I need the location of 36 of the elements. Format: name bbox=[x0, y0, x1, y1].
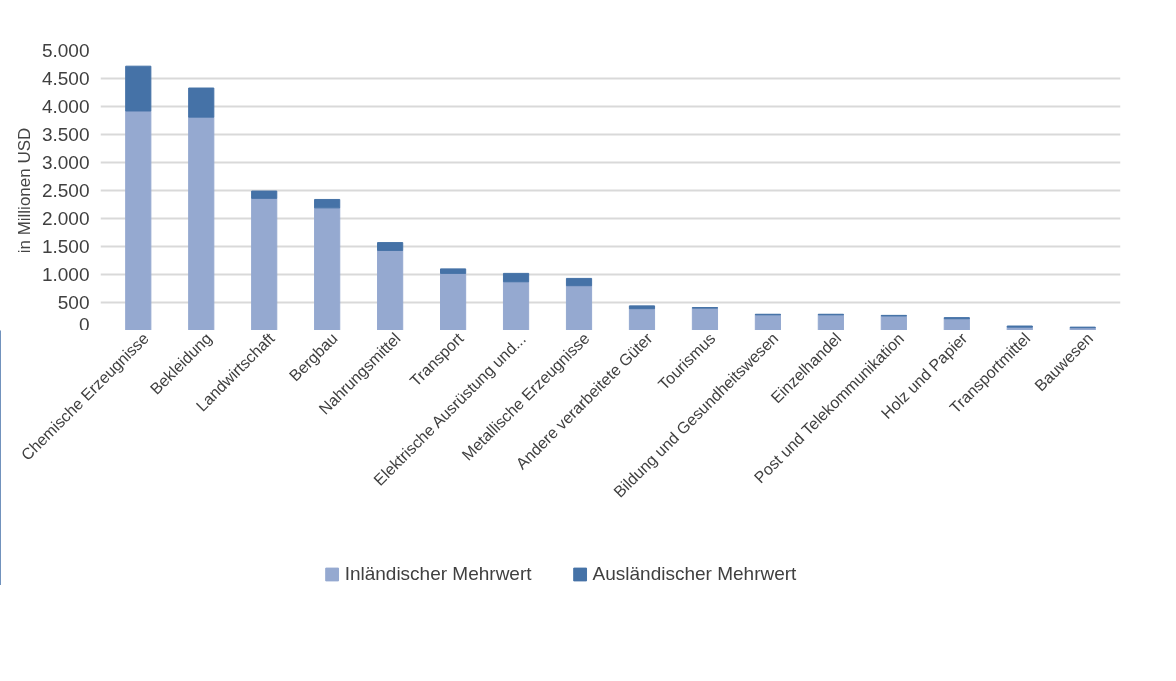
y-tick-label: 0 bbox=[78, 313, 90, 335]
y-tick-label: 2.000 bbox=[41, 208, 90, 229]
bar bbox=[125, 110, 152, 330]
bar bbox=[943, 318, 970, 330]
y-tick-label: 3.500 bbox=[41, 124, 90, 145]
bar bbox=[754, 314, 781, 330]
bar bbox=[251, 190, 278, 199]
y-axis-title: in Millionen USD bbox=[14, 127, 34, 254]
bar bbox=[565, 285, 593, 330]
bar bbox=[502, 272, 530, 283]
y-tick-label: 1.000 bbox=[41, 264, 90, 285]
y-tick-label: 5.000 bbox=[41, 40, 90, 61]
bar bbox=[691, 307, 719, 330]
bar bbox=[440, 272, 467, 330]
bar bbox=[125, 65, 152, 112]
bar bbox=[817, 314, 844, 330]
y-tick-label: 1.500 bbox=[41, 236, 90, 257]
bar bbox=[502, 281, 530, 330]
bar bbox=[628, 308, 656, 330]
bar bbox=[628, 305, 656, 310]
y-tick-label: 4.000 bbox=[41, 96, 90, 117]
bar bbox=[314, 207, 341, 330]
y-tick-label: 3.000 bbox=[41, 152, 90, 173]
y-tick-label: 4.500 bbox=[41, 68, 90, 89]
bar bbox=[188, 87, 215, 118]
legend-label: Ausländischer Mehrwert bbox=[592, 563, 797, 585]
bar bbox=[377, 249, 404, 330]
bar bbox=[565, 277, 593, 287]
bar bbox=[377, 242, 404, 251]
bar bbox=[314, 198, 341, 209]
legend-label: Inländischer Mehrwert bbox=[344, 563, 532, 585]
bar bbox=[440, 268, 467, 274]
bar bbox=[251, 197, 278, 330]
y-tick-label: 500 bbox=[57, 292, 90, 313]
bar bbox=[188, 116, 215, 330]
y-tick-label: 2.500 bbox=[41, 180, 90, 201]
